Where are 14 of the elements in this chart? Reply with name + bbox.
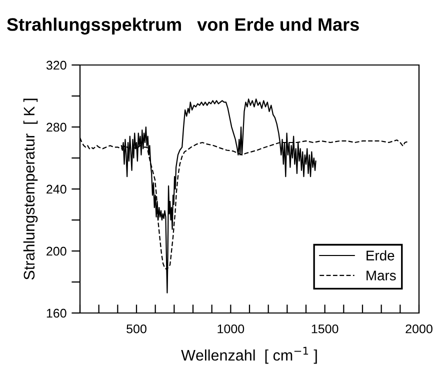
y-tick-label: 240 <box>46 184 66 194</box>
y-tick-label: 320 <box>46 60 66 70</box>
x-tick-label: 500 <box>126 324 146 334</box>
legend-label: Erde <box>366 250 394 261</box>
x-axis-title: Wellenzahl [ cm$^{−1}$ ] <box>181 346 317 364</box>
y-tick-label: 200 <box>46 246 66 256</box>
y-axis-title: Strahlungstemperatur [ K ] <box>23 98 38 280</box>
y-tick-label: 160 <box>46 308 66 318</box>
legend-label: Mars <box>366 270 396 280</box>
chart-title: Strahlungsspektrum von Erde und Mars <box>7 18 359 35</box>
x-tick-label: 1000 <box>218 324 244 334</box>
x-tick-label: 1500 <box>312 324 338 334</box>
y-tick-label: 280 <box>46 122 66 132</box>
x-tick-label: 2000 <box>406 324 432 334</box>
